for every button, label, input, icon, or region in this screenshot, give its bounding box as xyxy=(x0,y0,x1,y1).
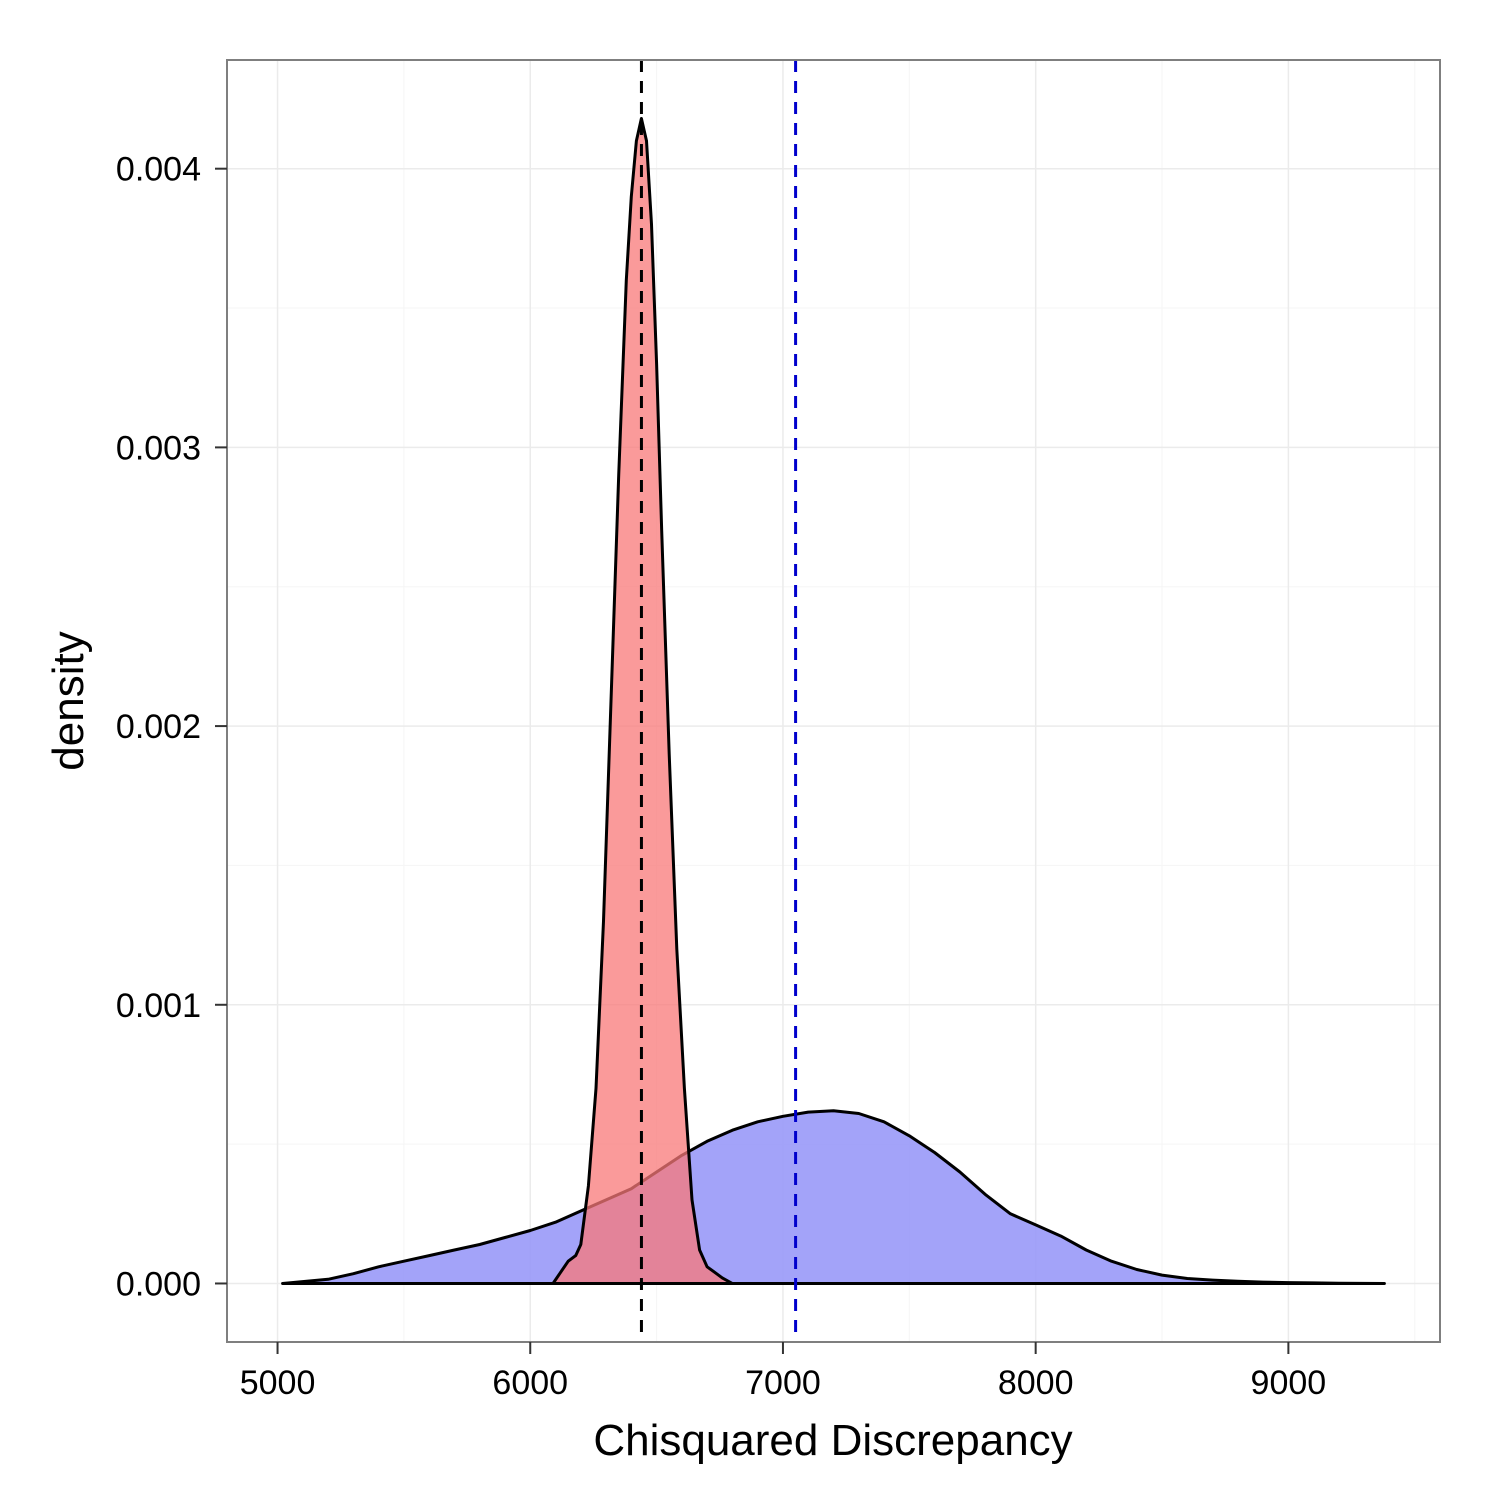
y-axis-title: density xyxy=(44,631,93,770)
y-axis: 0.000 0.001 0.002 0.003 0.004 xyxy=(116,151,227,1303)
plot-border xyxy=(226,59,1441,1343)
y-tick-label: 0.004 xyxy=(116,151,201,189)
density-outline-2 xyxy=(551,117,734,1285)
y-tick-label: 0.002 xyxy=(116,708,201,746)
y-tick-label: 0.000 xyxy=(116,1265,201,1303)
density-outline-1 xyxy=(281,1109,1386,1285)
x-tick-label: 9000 xyxy=(1251,1364,1327,1402)
density-area-1 xyxy=(282,1110,1385,1284)
x-axis-title: Chisquared Discrepancy xyxy=(593,1416,1072,1465)
reference-lines xyxy=(639,60,798,1342)
x-axis: 5000 6000 7000 8000 9000 xyxy=(240,1342,1326,1402)
x-tick-label: 8000 xyxy=(998,1364,1074,1402)
x-tick-label: 5000 xyxy=(240,1364,316,1402)
x-tick-label: 7000 xyxy=(745,1364,821,1402)
y-tick-label: 0.003 xyxy=(116,429,201,467)
y-tick-label: 0.001 xyxy=(116,987,201,1025)
x-tick-label: 6000 xyxy=(492,1364,568,1402)
